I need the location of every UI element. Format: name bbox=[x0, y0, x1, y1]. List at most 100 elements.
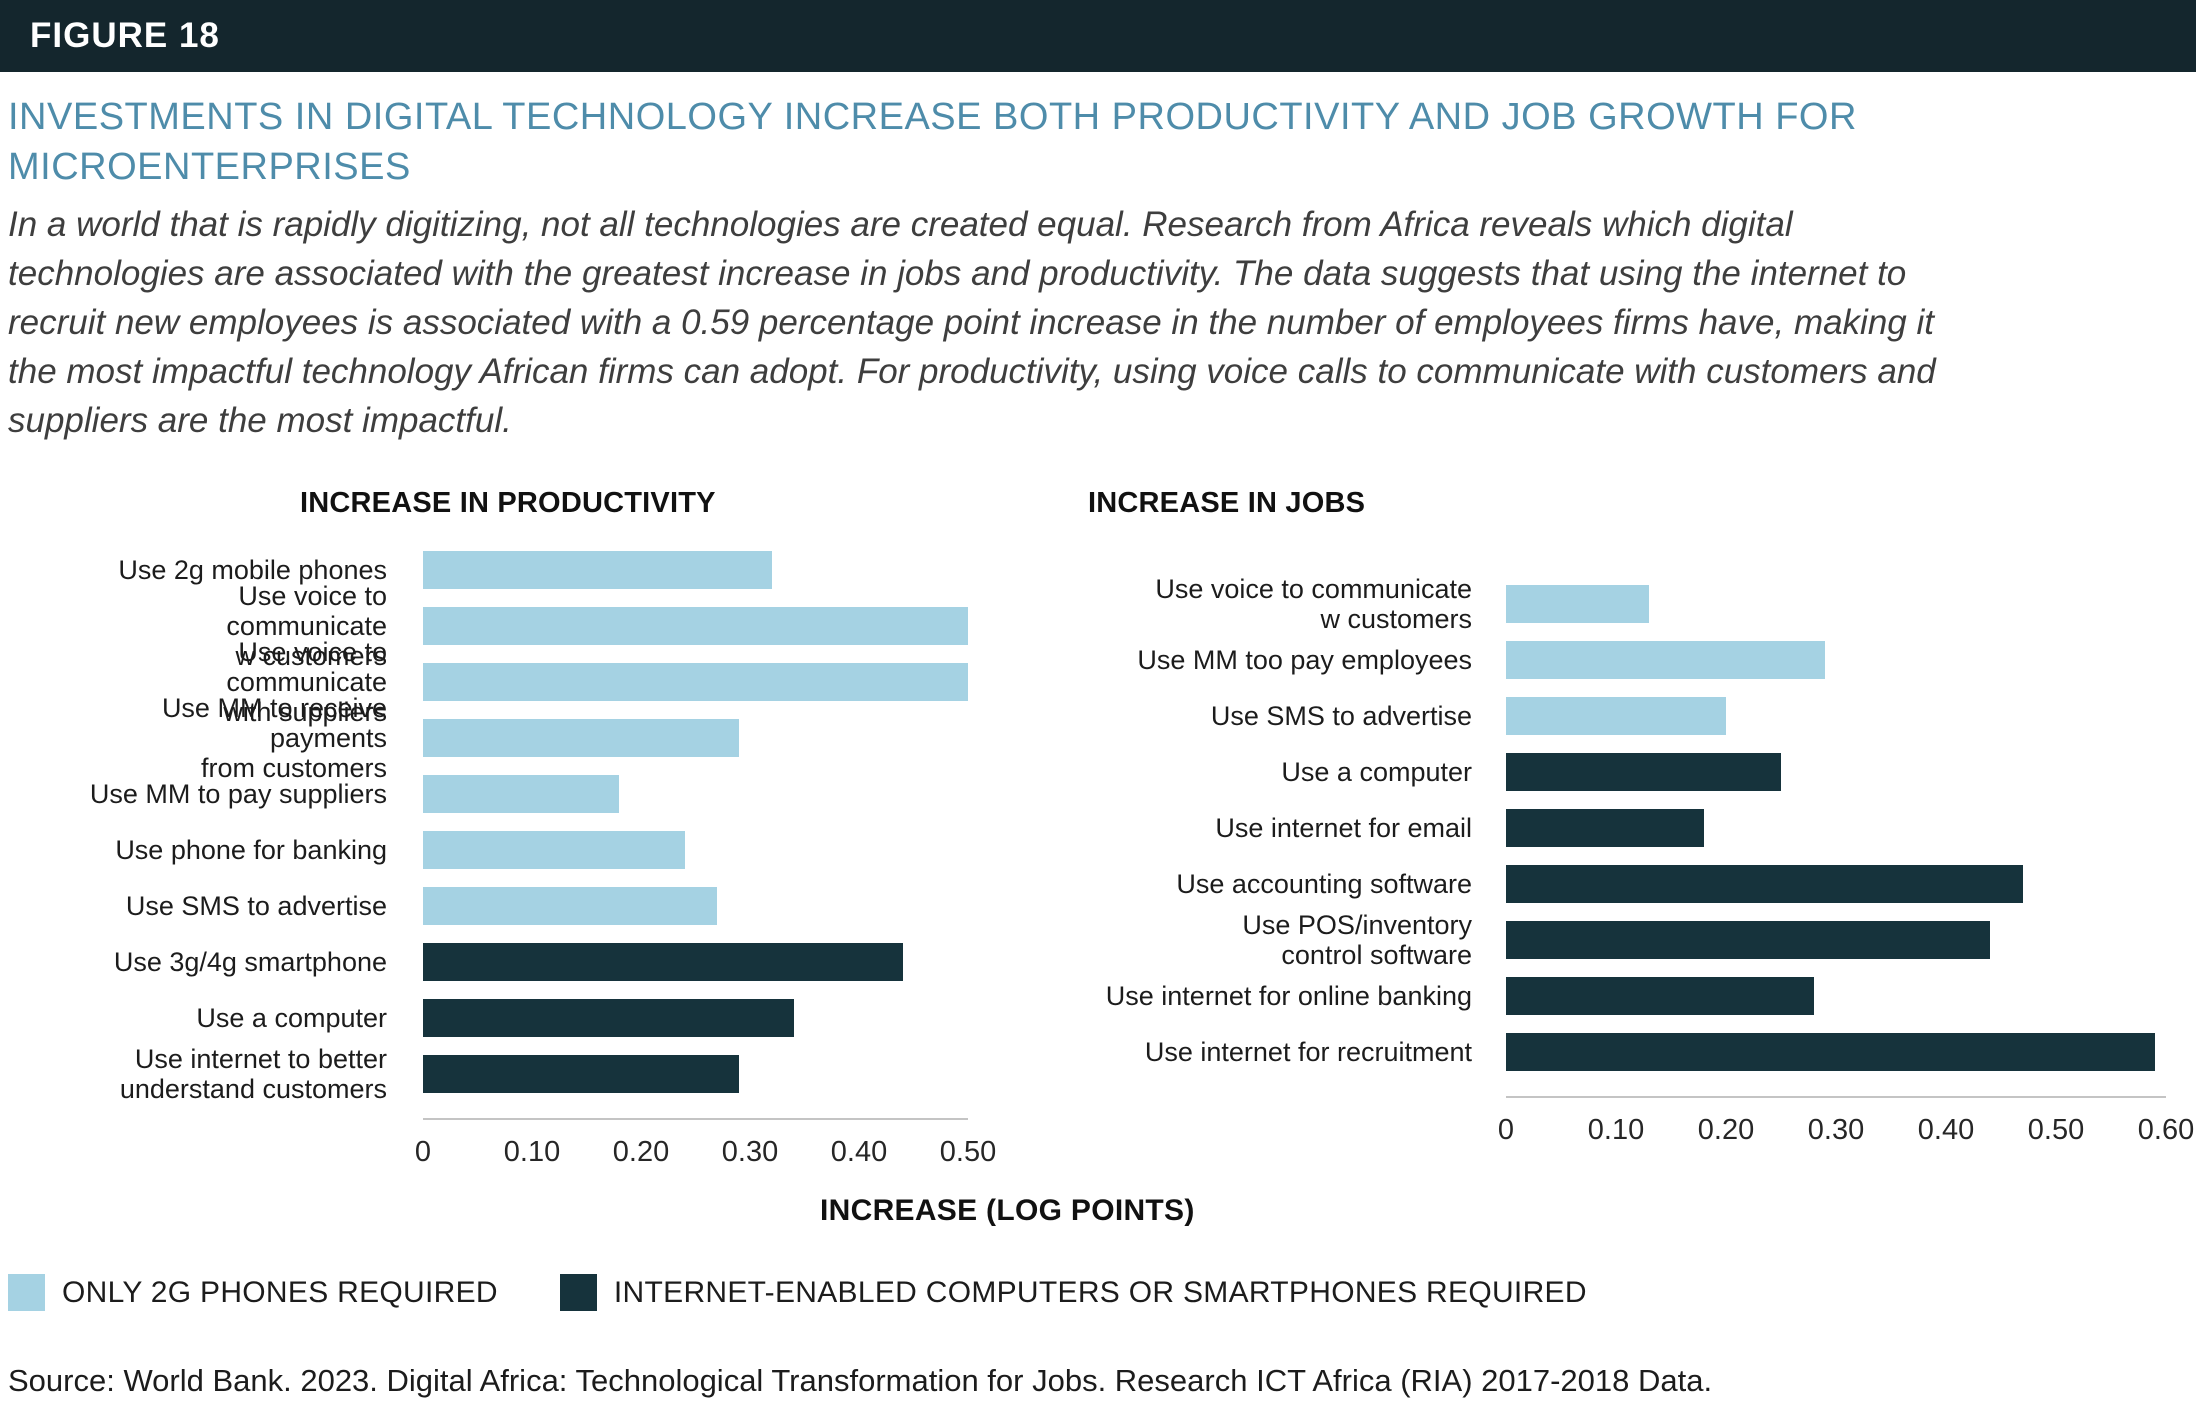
bar-track bbox=[423, 999, 968, 1038]
bar-label: Use accounting software bbox=[1176, 869, 1472, 900]
chart-row: Use internet to better understand custom… bbox=[78, 1044, 968, 1105]
figure-description: In a world that is rapidly digitizing, n… bbox=[8, 205, 1936, 441]
bar-label: Use a computer bbox=[196, 1003, 387, 1034]
bar-label: Use internet to better understand custom… bbox=[119, 1044, 387, 1105]
bar-light bbox=[1506, 697, 1726, 736]
x-tick: 0.40 bbox=[1917, 1114, 1975, 1147]
bar-track bbox=[423, 607, 968, 646]
chart-jobs: INCREASE IN JOBS Use voice to communicat… bbox=[1086, 487, 2194, 1180]
bar-label: Use voice to communicate with suppliers bbox=[223, 637, 387, 728]
figure-header: FIGURE 18 bbox=[0, 0, 2196, 72]
bar-dark bbox=[1506, 753, 1781, 792]
chart-legend: ONLY 2G PHONES REQUIRED INTERNET-ENABLED … bbox=[8, 1274, 2166, 1312]
x-tick: 0.20 bbox=[1697, 1114, 1755, 1147]
bar-label: Use phone for banking bbox=[115, 835, 387, 866]
bar-track bbox=[423, 551, 968, 590]
legend-item: INTERNET-ENABLED COMPUTERS OR SMARTPHONE… bbox=[559, 1274, 1587, 1312]
bar-track bbox=[1506, 921, 2166, 960]
bar-label: Use internet for recruitment bbox=[1144, 1037, 1472, 1068]
bar-light bbox=[423, 607, 968, 646]
bar-light bbox=[1506, 641, 1825, 680]
chart-row: Use a computer bbox=[78, 990, 968, 1046]
legend-label: INTERNET-ENABLED COMPUTERS OR SMARTPHONE… bbox=[613, 1275, 1587, 1309]
chart-title-jobs: INCREASE IN JOBS bbox=[1088, 487, 1366, 520]
chart-row: Use POS/inventory control software bbox=[1086, 910, 2166, 971]
chart-rows-jobs: Use voice to communicate w customers Use … bbox=[1086, 574, 2166, 1080]
chart-row: Use MM to pay suppliers bbox=[78, 766, 968, 822]
legend-swatch-dark bbox=[559, 1274, 597, 1312]
bar-dark bbox=[423, 999, 794, 1038]
figure-content: INVESTMENTS IN DIGITAL TECHNOLOGY INCREA… bbox=[0, 92, 2196, 1399]
bar-track bbox=[1506, 809, 2166, 848]
bar-track bbox=[423, 887, 968, 926]
bar-dark bbox=[1506, 977, 1814, 1016]
bar-label: Use SMS to advertise bbox=[1210, 701, 1472, 732]
bar-label: Use 2g mobile phones bbox=[118, 555, 387, 586]
x-tick: 0.50 bbox=[2027, 1114, 2085, 1147]
bar-light bbox=[423, 887, 718, 926]
bar-light bbox=[423, 775, 620, 814]
x-tick: 0.40 bbox=[830, 1136, 888, 1169]
chart-row: Use internet for email bbox=[1086, 800, 2166, 856]
bar-label: Use SMS to advertise bbox=[125, 891, 387, 922]
chart-row: Use SMS to advertise bbox=[1086, 688, 2166, 744]
chart-row: Use internet for online banking bbox=[1086, 968, 2166, 1024]
bar-track bbox=[423, 775, 968, 814]
bar-label: Use internet for email bbox=[1215, 813, 1472, 844]
bar-light bbox=[423, 719, 740, 758]
bar-light bbox=[423, 831, 685, 870]
chart-rows-productivity: Use 2g mobile phones Use voice to communi… bbox=[78, 542, 968, 1105]
bar-dark bbox=[1506, 921, 1990, 960]
bar-track bbox=[423, 663, 968, 702]
source-line: Source: World Bank. 2023. Digital Africa… bbox=[8, 1363, 1713, 1399]
chart-row: Use 2g mobile phones bbox=[78, 542, 968, 598]
bar-label: Use internet for online banking bbox=[1105, 981, 1472, 1012]
bar-light bbox=[423, 551, 772, 590]
bar-track bbox=[423, 1055, 968, 1094]
bar-label: Use a computer bbox=[1281, 757, 1472, 788]
x-tick: 0.60 bbox=[2137, 1114, 2195, 1147]
bar-track bbox=[1506, 697, 2166, 736]
bar-label: Use voice to communicate w customers bbox=[226, 581, 387, 672]
chart-row: Use a computer bbox=[1086, 744, 2166, 800]
bar-label: Use voice to communicate w customers bbox=[1155, 574, 1472, 635]
bar-track bbox=[1506, 977, 2166, 1016]
bar-track bbox=[1506, 753, 2166, 792]
x-axis-label: INCREASE (LOG POINTS) bbox=[820, 1194, 1195, 1228]
chart-row: Use MM to receive payments from customer… bbox=[78, 693, 968, 783]
legend-item: ONLY 2G PHONES REQUIRED bbox=[8, 1274, 498, 1312]
bar-label: Use 3g/4g smartphone bbox=[113, 947, 387, 978]
bar-track bbox=[1506, 865, 2166, 904]
chart-row: Use voice to communicate w customers bbox=[78, 581, 968, 671]
x-axis-productivity: 0 0.10 0.20 0.30 0.40 0.50 bbox=[415, 1118, 996, 1180]
x-tick: 0.50 bbox=[939, 1136, 997, 1169]
bar-track bbox=[423, 719, 968, 758]
bar-light bbox=[423, 663, 968, 702]
x-axis-jobs: 0 0.10 0.20 0.30 0.40 0.50 0.60 bbox=[1498, 1096, 2194, 1158]
chart-row: Use phone for banking bbox=[78, 822, 968, 878]
chart-title-productivity: INCREASE IN PRODUCTIVITY bbox=[300, 487, 716, 520]
chart-row: Use voice to communicate with suppliers bbox=[78, 637, 968, 727]
bar-label: Use MM to receive payments from customer… bbox=[161, 693, 387, 784]
legend-label: ONLY 2G PHONES REQUIRED bbox=[62, 1275, 498, 1309]
bar-dark bbox=[423, 1055, 740, 1094]
x-tick: 0.20 bbox=[612, 1136, 670, 1169]
x-tick: 0.30 bbox=[1807, 1114, 1865, 1147]
chart-row: Use accounting software bbox=[1086, 856, 2166, 912]
legend-swatch-light bbox=[8, 1274, 45, 1312]
bar-dark bbox=[1506, 1033, 2155, 1072]
bar-track bbox=[423, 943, 968, 982]
bar-label: Use MM too pay employees bbox=[1137, 645, 1472, 676]
charts-row: INCREASE IN PRODUCTIVITY Use 2g mobile p… bbox=[8, 487, 2194, 1180]
bar-label: Use MM to pay suppliers bbox=[89, 779, 387, 810]
chart-row: Use internet for recruitment bbox=[1086, 1024, 2166, 1080]
bar-dark bbox=[1506, 865, 2023, 904]
chart-productivity: INCREASE IN PRODUCTIVITY Use 2g mobile p… bbox=[78, 487, 996, 1180]
bar-track bbox=[423, 831, 968, 870]
bar-label: Use POS/inventory control software bbox=[1242, 910, 1472, 971]
page-title: INVESTMENTS IN DIGITAL TECHNOLOGY INCREA… bbox=[8, 96, 1857, 189]
bar-light bbox=[1506, 585, 1649, 624]
x-tick: 0.30 bbox=[721, 1136, 779, 1169]
bar-track bbox=[1506, 585, 2166, 624]
chart-row: Use 3g/4g smartphone bbox=[78, 934, 968, 990]
